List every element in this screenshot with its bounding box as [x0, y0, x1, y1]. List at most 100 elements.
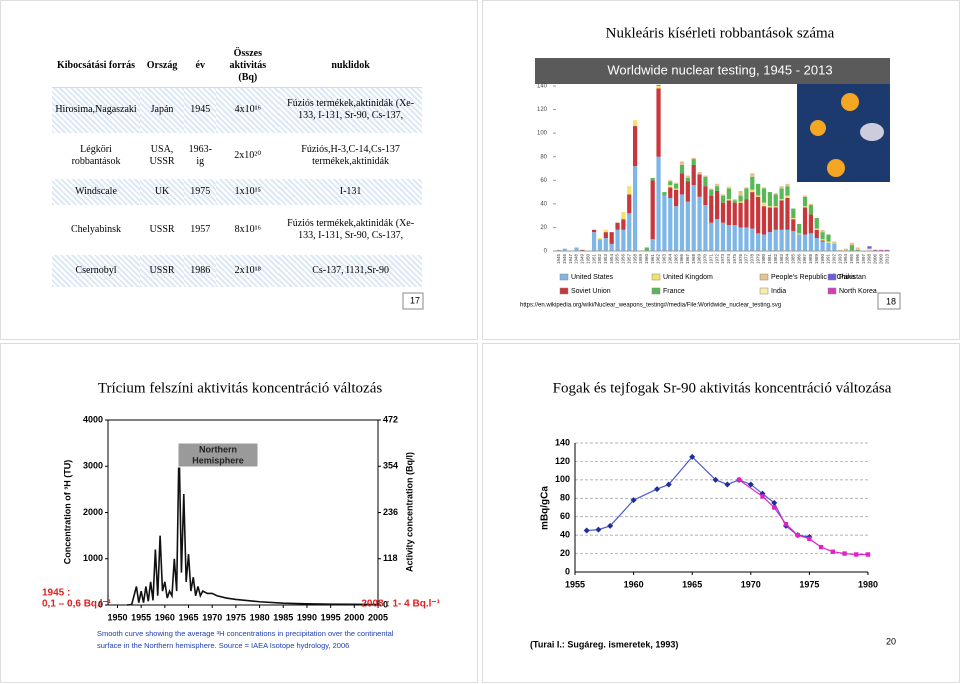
x-tick-label: 2000 [344, 612, 364, 622]
bar-segment [691, 157, 696, 160]
bar-segment [814, 228, 819, 230]
x-tick-label: 1985 [791, 254, 796, 265]
x-tick-label: 1983 [779, 254, 784, 265]
x-tick-label: 1972 [714, 254, 719, 265]
marker [760, 494, 765, 499]
bar-segment [703, 205, 708, 251]
x-tick-label: 1968 [691, 254, 696, 265]
y-tick-label: 40 [560, 530, 570, 540]
legend-label: United Kingdom [663, 274, 713, 281]
line [586, 455, 810, 538]
bar-segment [632, 166, 638, 251]
x-tick-label: 1950 [585, 254, 590, 265]
bar-segment [715, 186, 720, 191]
slide-title: Fogak és tejfogak Sr-90 aktivitás koncen… [553, 380, 892, 396]
x-tick-label: 2013 [884, 254, 889, 265]
legend-label: Soviet Union [571, 288, 611, 295]
y2-tick-label: 236 [383, 507, 398, 517]
legend-label: People's Republic of China [771, 274, 855, 281]
bar-segment [808, 205, 814, 215]
y2-axis-label: Activity concentration (Bq/l) [404, 452, 414, 572]
bar-segment [879, 249, 884, 251]
x-tick-label: 1945 [556, 254, 561, 265]
x-tick-label: 1986 [796, 254, 801, 265]
bar-segment [738, 201, 743, 203]
bar-segment [709, 195, 714, 223]
table-cell: 1945 [184, 87, 217, 133]
bar-segment [767, 206, 772, 208]
bar-segment [779, 200, 784, 230]
bar-segment [674, 206, 679, 251]
bar-segment [779, 188, 784, 200]
bar-segment [674, 182, 679, 184]
marker [830, 549, 836, 554]
bar-segment [715, 190, 720, 220]
bar-segment [726, 200, 731, 226]
bar-segment [802, 195, 808, 197]
x-tick-label: 1959 [638, 254, 643, 265]
bar-segment [849, 242, 855, 246]
bar-segment [691, 185, 696, 251]
bar-segment [720, 194, 726, 196]
bar-segment [808, 203, 814, 206]
x-tick-label: 1955 [565, 579, 585, 589]
icon [827, 159, 845, 177]
bar-segment [591, 232, 597, 251]
table-cell: UK [140, 179, 185, 205]
x-tick-label: 1975 [226, 612, 246, 622]
bar-segment [656, 156, 661, 251]
y-tick-label: 120 [555, 456, 570, 466]
caption: surface in the Northern hemisphere. Sour… [97, 641, 349, 650]
marker [771, 499, 778, 506]
bar-segment [808, 233, 814, 251]
bar-segment [697, 196, 702, 251]
bar-segment [884, 249, 890, 251]
chart-title: Worldwide nuclear testing, 1945 - 2013 [607, 62, 832, 77]
table-cell: USSR [149, 224, 175, 235]
bar-segment [797, 223, 802, 234]
bar-segment [767, 192, 772, 207]
marker [689, 453, 696, 460]
table-cell: Kibocsátási forrás [52, 45, 141, 88]
bar-segment [709, 222, 714, 251]
x-tick-label: 1952 [597, 254, 602, 265]
table-cell: Chelyabinsk [71, 224, 121, 235]
bar-segment [797, 233, 802, 235]
bar-segment [650, 239, 655, 251]
x-tick-label: 1963 [662, 254, 667, 265]
x-tick-label: 1969 [697, 254, 702, 265]
x-tick-label: 1970 [202, 612, 222, 622]
x-tick-label: 1978 [749, 254, 754, 265]
bar-segment [632, 126, 638, 167]
page-number: 18 [886, 296, 896, 306]
marker [665, 481, 672, 488]
bar-segment [679, 161, 685, 165]
bar-segment [591, 229, 597, 233]
bar-segment [797, 234, 802, 251]
bar-segment [615, 229, 620, 251]
y2-tick-label: 472 [383, 414, 398, 424]
table-cell: 4x10¹⁶ [216, 87, 280, 133]
y-tick-label: 1000 [83, 553, 103, 563]
x-tick-label: 1980 [761, 254, 766, 265]
bar-segment [838, 249, 843, 251]
x-tick-label: 1982 [773, 254, 778, 265]
legend-label: Hemisphere [192, 455, 244, 465]
chart-header [535, 58, 890, 84]
table-cell: Cs-137, I131,Sr-90 [279, 255, 422, 287]
table-cell: Csernobyl [52, 255, 141, 287]
bar-segment [761, 202, 767, 207]
marker [607, 522, 614, 529]
y-tick-label: 0 [565, 566, 570, 576]
y-tick-label: 140 [555, 437, 570, 447]
y-tick-label: 120 [537, 107, 548, 113]
bar-segment [849, 245, 855, 251]
legend-label: Pakistan [839, 274, 866, 281]
bar-segment [709, 189, 714, 196]
table-row: Windscale UK 1975 1x10¹⁵ I-131 [52, 179, 422, 205]
x-tick-label: 1960 [644, 254, 649, 265]
bar-segment [732, 202, 737, 226]
bar-segment [820, 232, 825, 240]
bar-segment [697, 172, 702, 175]
x-tick-label: 1965 [179, 612, 199, 622]
